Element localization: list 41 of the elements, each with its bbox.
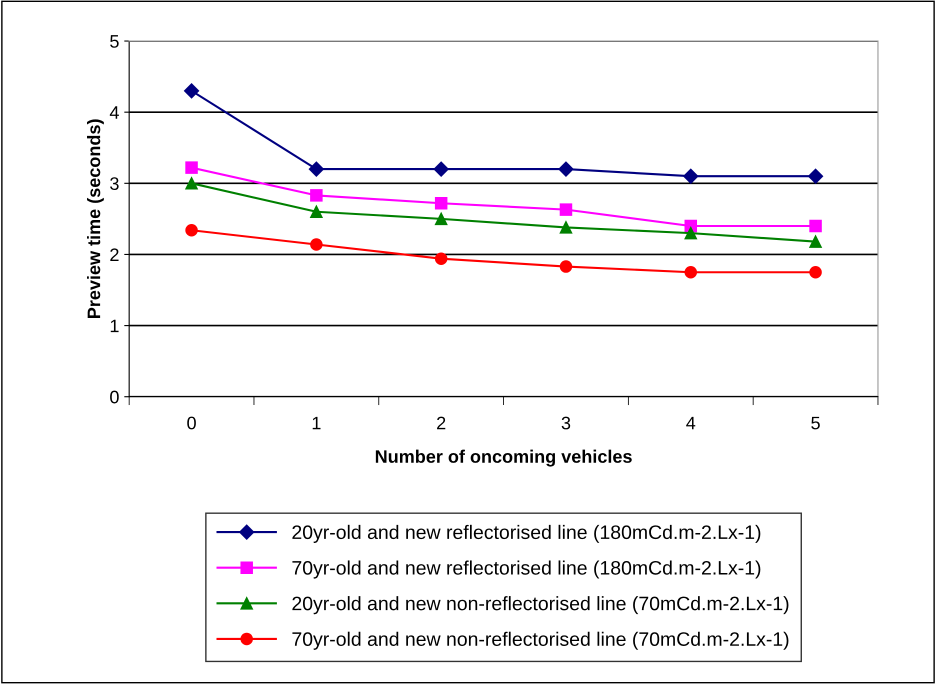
point [683,168,698,184]
point [684,266,698,278]
x-tick-label: 4 [686,416,696,430]
x-axis-title: Number of oncoming vehicles [376,450,632,467]
point [185,177,198,190]
y-tick-label: 0 [110,390,119,404]
point [560,203,572,216]
point [809,235,822,248]
point [558,162,574,177]
point [434,196,448,210]
point [185,224,198,237]
point [310,206,323,218]
point [310,238,323,251]
point [308,162,324,177]
legend-label: 20yr-old and new non-reflectorised line (70mCd.m-2.Lx-1) [292,596,788,614]
point [434,212,448,226]
point [434,162,449,177]
x-tick-label: 0 [187,416,196,430]
x-tick-label: 2 [437,416,446,430]
point [434,252,448,265]
y-tick-label: 2 [110,248,119,261]
point [809,220,822,232]
point [184,83,200,98]
point [185,161,198,174]
y-tick-label: 1 [110,320,119,332]
y-tick-label: 4 [110,106,119,119]
legend-label: 70yr-old and new non-reflectorised line (70mCd.m-2.Lx-1) [292,632,788,650]
legend-label: 70yr-old and new reflectorised line (180mCd.m-2.Lx-1) [292,560,760,579]
point [310,189,323,202]
x-tick-label: 1 [312,416,321,430]
legend-label: 20yr-old and new reflectorised line (180mCd.m-2.Lx-1) [292,524,760,543]
x-tick-label: 5 [811,416,820,430]
y-axis-title: Preview time (seconds) [87,119,104,318]
x-tick-label: 3 [562,416,570,430]
y-tick-label: 5 [110,35,119,48]
point [560,260,572,273]
point [808,168,824,184]
point [809,266,822,278]
point [684,226,698,240]
point [560,221,572,234]
y-tick-label: 3 [110,177,119,190]
